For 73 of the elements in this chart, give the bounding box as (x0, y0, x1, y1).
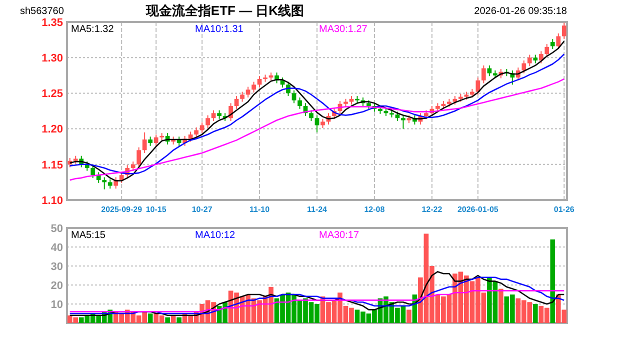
candlestick (550, 38, 555, 50)
candlestick (200, 122, 204, 134)
x-tick-label: 12-22 (422, 205, 443, 214)
bar (550, 239, 556, 323)
candlestick (246, 86, 250, 98)
x-tick-label: 2026-01-05 (457, 205, 499, 214)
text: MA30:1.27 (319, 24, 368, 35)
text: MA10:12 (195, 230, 236, 241)
y-tick-label: 1.10 (42, 194, 63, 207)
x-tick-label: 2025-09-29 (101, 205, 143, 214)
x-tick-label: 01-26 (554, 205, 575, 214)
y-tick-label: 50 (50, 222, 63, 235)
y-tick-label: 1.15 (42, 159, 63, 172)
candlestick (206, 114, 210, 129)
x-tick-label: 11-24 (306, 205, 328, 214)
y-tick-label: 30 (50, 260, 63, 273)
candlestick (136, 146, 142, 168)
candlestick (562, 22, 566, 40)
candlestick (538, 50, 544, 64)
line-series (69, 276, 565, 314)
candlestick (102, 176, 107, 190)
candlestick (119, 172, 124, 184)
candlestick (314, 114, 320, 133)
candlestick (320, 118, 325, 129)
line-series (69, 78, 565, 181)
candlestick (90, 164, 96, 178)
bar (165, 317, 170, 323)
candlestick (401, 114, 406, 130)
candlestick (211, 110, 216, 122)
x-tick-label: 12-08 (364, 205, 386, 214)
x-tick-label: 10-15 (146, 205, 167, 214)
candlestick (309, 110, 314, 122)
candlestick (292, 90, 296, 104)
x-tick-label: 10-27 (192, 205, 213, 214)
candlestick (194, 126, 198, 138)
text: MA5:1.32 (71, 24, 114, 35)
candlestick (154, 134, 158, 146)
x-tick-label: 11-10 (250, 205, 270, 214)
text: 2026-01-26 09:35:18 (474, 6, 568, 17)
candlestick (234, 96, 239, 110)
candlestick (240, 91, 244, 102)
candlestick (522, 60, 526, 74)
candlestick (252, 81, 256, 93)
text: MA30:17 (319, 230, 360, 241)
candlestick (481, 64, 486, 84)
candlestick (556, 32, 561, 50)
candlestick (148, 136, 153, 146)
candlestick (487, 64, 492, 77)
bar (148, 314, 153, 323)
candlestick (395, 111, 400, 122)
candlestick (298, 96, 302, 110)
candlestick (527, 54, 532, 67)
candlestick (108, 178, 112, 190)
y-tick-label: 1.35 (42, 16, 63, 29)
text: MA10:1.31 (195, 24, 244, 35)
chart-subtitle: sh563760 (20, 6, 64, 17)
bar (406, 310, 412, 323)
candlestick (544, 44, 550, 58)
line-series (69, 290, 565, 312)
candlestick (142, 132, 147, 154)
bar (176, 317, 182, 323)
candlestick (476, 77, 480, 96)
y-tick-label: 1.20 (42, 124, 63, 136)
candlestick (130, 161, 136, 172)
y-tick-label: 1.25 (42, 88, 63, 100)
bar (498, 288, 504, 323)
y-tick-label: 10 (50, 298, 63, 311)
text: MA5:15 (71, 230, 106, 241)
y-tick-label: 1.30 (42, 52, 63, 64)
y-tick-label: 20 (50, 280, 63, 292)
y-tick-label: 40 (50, 242, 63, 254)
bar (532, 304, 538, 323)
chart-title: 现金流全指ETF — 日K线图 (144, 3, 304, 18)
